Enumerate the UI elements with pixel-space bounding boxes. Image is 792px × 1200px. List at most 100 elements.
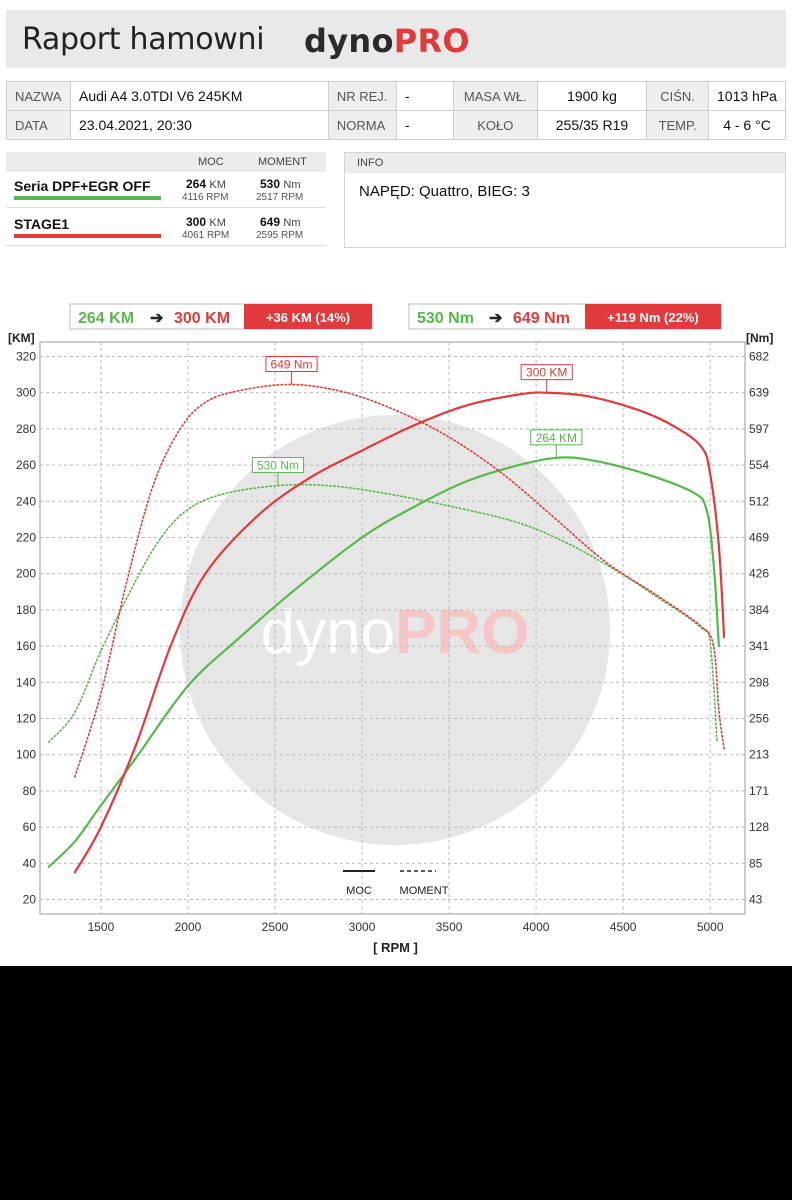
info-box: INFO NAPĘD: Quattro, BIEG: 3	[344, 152, 786, 248]
runs-table-header: MOC MOMENT	[6, 152, 326, 172]
y-tick-left: 220	[16, 530, 36, 544]
torque-from: 530 Nm	[417, 310, 474, 327]
arrow-icon: ➔	[150, 310, 164, 327]
torque-summary-box: 530 Nm ➔ 649 Nm +119 Nm (22%)	[408, 303, 722, 330]
arrow-icon: ➔	[489, 310, 503, 327]
y-tick-right: 128	[749, 820, 769, 834]
info-box-header: INFO	[345, 153, 785, 173]
value-kolo: 255/35 R19	[536, 110, 648, 140]
torque-to: 649 Nm	[513, 310, 570, 327]
run-name: STAGE1	[14, 216, 69, 232]
run-row-stage1: STAGE1 300 KM 4061 RPM 649 Nm 2595 RPM	[6, 210, 326, 246]
run-torque: 530 Nm	[260, 177, 300, 191]
x-tick: 1500	[88, 920, 115, 934]
value-data: 23.04.2021, 20:30	[69, 110, 329, 140]
y-tick-left: 300	[16, 386, 36, 400]
y-tick-right: 85	[749, 856, 763, 870]
label-nazwa: NAZWA	[6, 81, 71, 111]
peak-label-box	[251, 457, 305, 474]
power-gain: +36 KM (14%)	[266, 310, 350, 325]
table-row: NAZWA Audi A4 3.0TDI V6 245KM NR REJ. - …	[6, 81, 786, 111]
run-name: Seria DPF+EGR OFF	[14, 178, 151, 194]
run-power-unit: KM	[209, 179, 226, 191]
table-row: DATA 23.04.2021, 20:30 NORMA - KOŁO 255/…	[6, 110, 786, 140]
run-power-value: 300	[186, 215, 207, 229]
report-page: Raport hamowni dynoPRO NAZWA Audi A4 3.0…	[0, 0, 792, 966]
report-header: Raport hamowni dynoPRO	[6, 10, 786, 68]
peak-label: 300 KM	[526, 366, 567, 380]
dyno-chart: dynoPRO 264 KM ➔ 300 KM +36 KM (14%) 530…	[8, 303, 773, 955]
legend-label-moment: MOMENT	[400, 885, 449, 897]
run-torque-rpm: 2595 RPM	[256, 230, 304, 241]
series-line-torque-1	[47, 483, 718, 743]
label-temp: TEMP.	[646, 110, 709, 140]
y-tick-right: 256	[749, 712, 769, 726]
y-tick-right: 469	[749, 530, 769, 544]
dynopro-logo: dynoPRO	[304, 22, 470, 60]
y-tick-left: 20	[23, 893, 37, 907]
col-moc: MOC	[198, 156, 224, 168]
run-color-bar	[14, 196, 161, 200]
y-tick-right: 554	[749, 458, 769, 472]
y-tick-left: 100	[16, 748, 36, 762]
logo-text-dyno: dyno	[304, 22, 394, 60]
value-norma: -	[395, 110, 454, 140]
label-data: DATA	[6, 110, 71, 140]
watermark-disc	[180, 415, 610, 845]
run-torque: 649 Nm	[260, 215, 300, 229]
y-tick-right: 639	[749, 386, 769, 400]
plot-frame	[39, 341, 746, 915]
y-tick-left: 120	[16, 712, 36, 726]
x-tick: 4000	[523, 920, 550, 934]
y-tick-left: 80	[23, 784, 37, 798]
x-tick: 2000	[175, 920, 202, 934]
x-tick: 4500	[610, 920, 637, 934]
info-box-text: NAPĘD: Quattro, BIEG: 3	[359, 183, 530, 200]
label-nr-rej: NR REJ.	[327, 81, 397, 111]
logo-text-pro: PRO	[393, 22, 470, 60]
y-tick-left: 140	[16, 675, 36, 689]
y-tick-right: 171	[749, 784, 769, 798]
run-torque-unit: Nm	[283, 179, 301, 191]
y-tick-left: 200	[16, 567, 36, 581]
y-tick-left: 320	[16, 349, 36, 363]
label-masa: MASA WŁ.	[452, 81, 538, 111]
value-cisn: 1013 hPa	[708, 81, 786, 111]
peak-label: 264 KM	[536, 431, 577, 445]
watermark-text-dyno: dyno	[261, 598, 395, 667]
label-cisn: CIŚN.	[646, 81, 709, 111]
legend-label-moc: MOC	[346, 885, 372, 897]
run-power-value: 264	[186, 177, 207, 191]
y-tick-left: 280	[16, 422, 36, 436]
y-tick-right: 597	[749, 422, 769, 436]
x-tick: 2500	[262, 920, 289, 934]
y-tick-left: 160	[16, 639, 36, 653]
series-line-power-0	[47, 456, 720, 868]
label-kolo: KOŁO	[452, 110, 538, 140]
y-tick-right: 341	[749, 639, 769, 653]
vehicle-info-table: NAZWA Audi A4 3.0TDI V6 245KM NR REJ. - …	[6, 81, 786, 140]
col-moment: MOMENT	[258, 156, 307, 168]
watermark-text-pro: PRO	[395, 598, 529, 667]
torque-gain: +119 Nm (22%)	[607, 310, 698, 325]
y-tick-right: 384	[749, 603, 769, 617]
y-tick-left: 40	[23, 856, 37, 870]
run-power-rpm: 4116 RPM	[182, 192, 229, 203]
report-title: Raport hamowni	[22, 22, 265, 57]
power-to: 300 KM	[174, 310, 230, 327]
series-line-torque-3	[74, 383, 725, 778]
y-axis-label-right: [Nm]	[746, 331, 773, 345]
y-axis-label-left: [KM]	[8, 331, 35, 345]
value-temp: 4 - 6 °C	[708, 110, 786, 140]
run-color-bar	[14, 234, 161, 238]
run-torque-rpm: 2517 RPM	[256, 192, 304, 203]
y-tick-left: 240	[16, 494, 36, 508]
run-power: 264 KM	[186, 177, 226, 191]
y-tick-right: 426	[749, 567, 769, 581]
watermark-logo: dynoPRO	[261, 598, 530, 667]
y-tick-right: 298	[749, 675, 769, 689]
x-axis-label: [ RPM ]	[373, 940, 418, 955]
run-power-unit: KM	[209, 217, 226, 229]
run-torque-unit: Nm	[283, 217, 301, 229]
y-tick-right: 213	[749, 748, 769, 762]
